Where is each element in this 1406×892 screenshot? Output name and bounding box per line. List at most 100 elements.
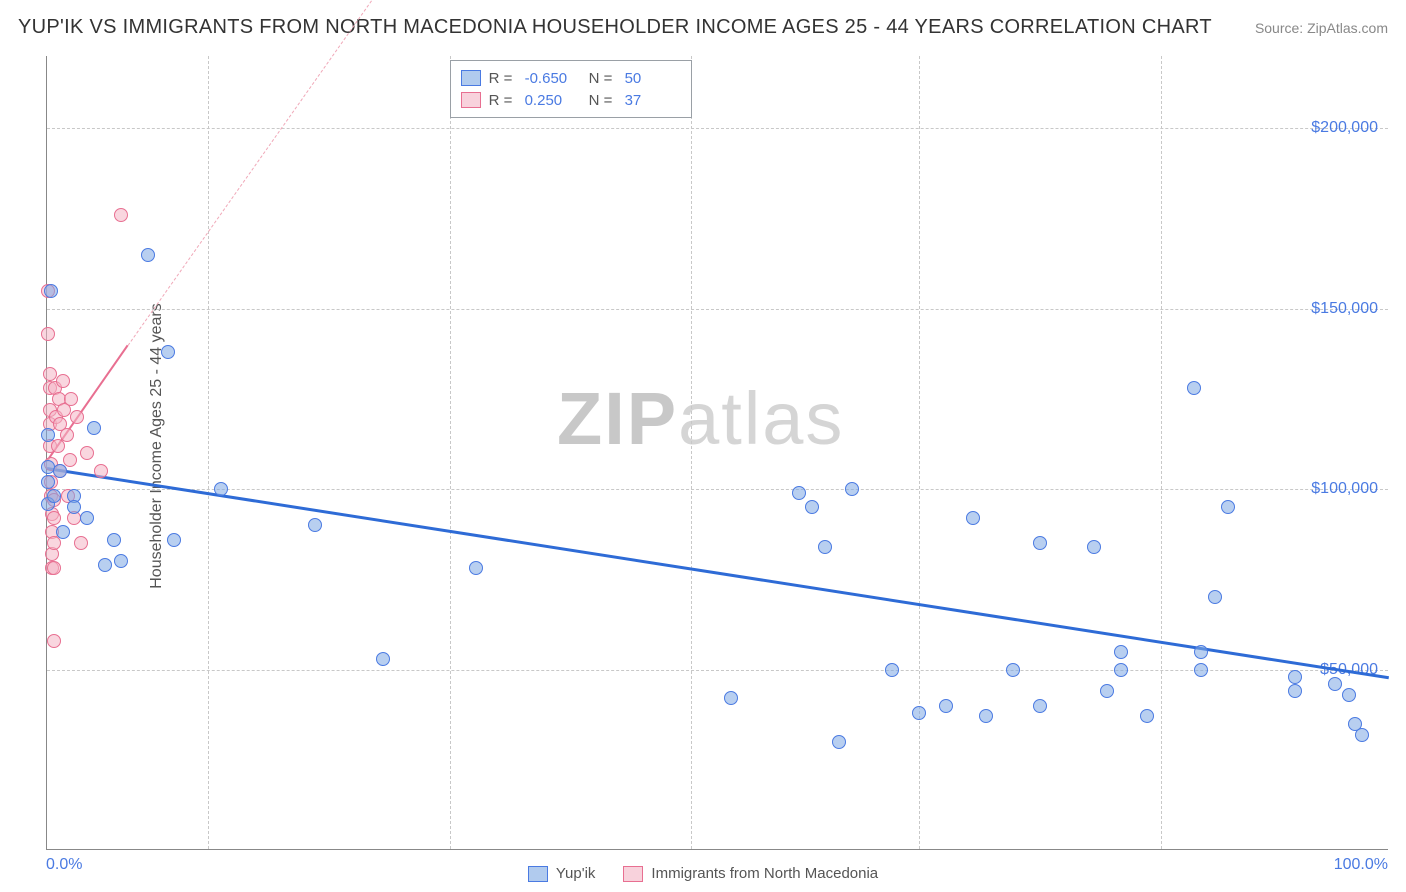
scatter-point — [939, 699, 953, 713]
gridline-h — [47, 309, 1388, 310]
scatter-point — [1355, 728, 1369, 742]
scatter-point — [845, 482, 859, 496]
swatch-blue-icon — [461, 70, 481, 86]
scatter-point — [47, 561, 61, 575]
stat-label: R = — [489, 92, 517, 109]
scatter-point — [44, 284, 58, 298]
stat-label: N = — [589, 70, 617, 87]
scatter-point — [469, 561, 483, 575]
scatter-point — [41, 327, 55, 341]
scatter-point — [80, 446, 94, 460]
scatter-point — [832, 735, 846, 749]
scatter-point — [47, 489, 61, 503]
scatter-point — [966, 511, 980, 525]
scatter-point — [1288, 670, 1302, 684]
legend-label-pink: Immigrants from North Macedonia — [651, 865, 878, 882]
legend-stats-row: R = -0.650 N = 50 — [461, 67, 681, 89]
scatter-point — [47, 511, 61, 525]
legend-item-pink: Immigrants from North Macedonia — [623, 865, 878, 882]
scatter-point — [376, 652, 390, 666]
scatter-point — [912, 706, 926, 720]
stat-value: 0.250 — [525, 92, 581, 109]
scatter-point — [885, 663, 899, 677]
scatter-point — [1187, 381, 1201, 395]
gridline-v — [450, 56, 451, 849]
scatter-point — [818, 540, 832, 554]
legend-bottom: Yup'ik Immigrants from North Macedonia — [0, 865, 1406, 882]
scatter-point — [792, 486, 806, 500]
stat-value: 50 — [625, 70, 681, 87]
trend-line — [47, 467, 1389, 679]
scatter-point — [1221, 500, 1235, 514]
gridline-v — [919, 56, 920, 849]
watermark: ZIPatlas — [557, 376, 844, 461]
scatter-point — [43, 367, 57, 381]
gridline-v — [1161, 56, 1162, 849]
scatter-point — [805, 500, 819, 514]
scatter-point — [161, 345, 175, 359]
swatch-pink-icon — [623, 866, 643, 882]
scatter-point — [1087, 540, 1101, 554]
scatter-point — [724, 691, 738, 705]
scatter-point — [114, 554, 128, 568]
legend-stats: R = -0.650 N = 50 R = 0.250 N = 37 — [450, 60, 692, 118]
scatter-point — [60, 428, 74, 442]
stat-value: -0.650 — [525, 70, 581, 87]
scatter-point — [56, 374, 70, 388]
stat-label: R = — [489, 70, 517, 87]
swatch-pink-icon — [461, 92, 481, 108]
source-label: Source: ZipAtlas.com — [1255, 20, 1388, 36]
scatter-point — [1114, 663, 1128, 677]
swatch-blue-icon — [528, 866, 548, 882]
scatter-point — [1208, 590, 1222, 604]
legend-stats-row: R = 0.250 N = 37 — [461, 89, 681, 111]
scatter-point — [56, 525, 70, 539]
chart-plot-area: ZIPatlas $50,000$100,000$150,000$200,000… — [46, 56, 1388, 850]
scatter-point — [1194, 663, 1208, 677]
scatter-point — [64, 392, 78, 406]
chart-title: YUP'IK VS IMMIGRANTS FROM NORTH MACEDONI… — [18, 16, 1212, 39]
scatter-point — [308, 518, 322, 532]
stat-label: N = — [589, 92, 617, 109]
scatter-point — [1194, 645, 1208, 659]
scatter-point — [70, 410, 84, 424]
scatter-point — [167, 533, 181, 547]
scatter-point — [47, 634, 61, 648]
scatter-point — [74, 536, 88, 550]
scatter-point — [98, 558, 112, 572]
y-tick-label: $100,000 — [1311, 480, 1378, 498]
scatter-point — [41, 428, 55, 442]
scatter-point — [1288, 684, 1302, 698]
scatter-point — [107, 533, 121, 547]
gridline-h — [47, 670, 1388, 671]
gridline-v — [208, 56, 209, 849]
scatter-point — [979, 709, 993, 723]
stat-value: 37 — [625, 92, 681, 109]
scatter-point — [214, 482, 228, 496]
scatter-point — [141, 248, 155, 262]
scatter-point — [94, 464, 108, 478]
scatter-point — [1033, 699, 1047, 713]
y-tick-label: $150,000 — [1311, 300, 1378, 318]
scatter-point — [67, 500, 81, 514]
gridline-h — [47, 128, 1388, 129]
scatter-point — [80, 511, 94, 525]
scatter-point — [87, 421, 101, 435]
watermark-suffix: atlas — [678, 377, 844, 460]
title-bar: YUP'IK VS IMMIGRANTS FROM NORTH MACEDONI… — [18, 16, 1388, 39]
scatter-point — [1033, 536, 1047, 550]
trend-line — [127, 0, 383, 346]
scatter-point — [53, 464, 67, 478]
scatter-point — [41, 475, 55, 489]
legend-item-blue: Yup'ik — [528, 865, 596, 882]
scatter-point — [1114, 645, 1128, 659]
gridline-v — [691, 56, 692, 849]
scatter-point — [1100, 684, 1114, 698]
watermark-prefix: ZIP — [557, 377, 678, 460]
scatter-point — [1328, 677, 1342, 691]
scatter-point — [114, 208, 128, 222]
legend-label-blue: Yup'ik — [556, 865, 596, 882]
y-tick-label: $200,000 — [1311, 119, 1378, 137]
gridline-h — [47, 489, 1388, 490]
scatter-point — [1140, 709, 1154, 723]
